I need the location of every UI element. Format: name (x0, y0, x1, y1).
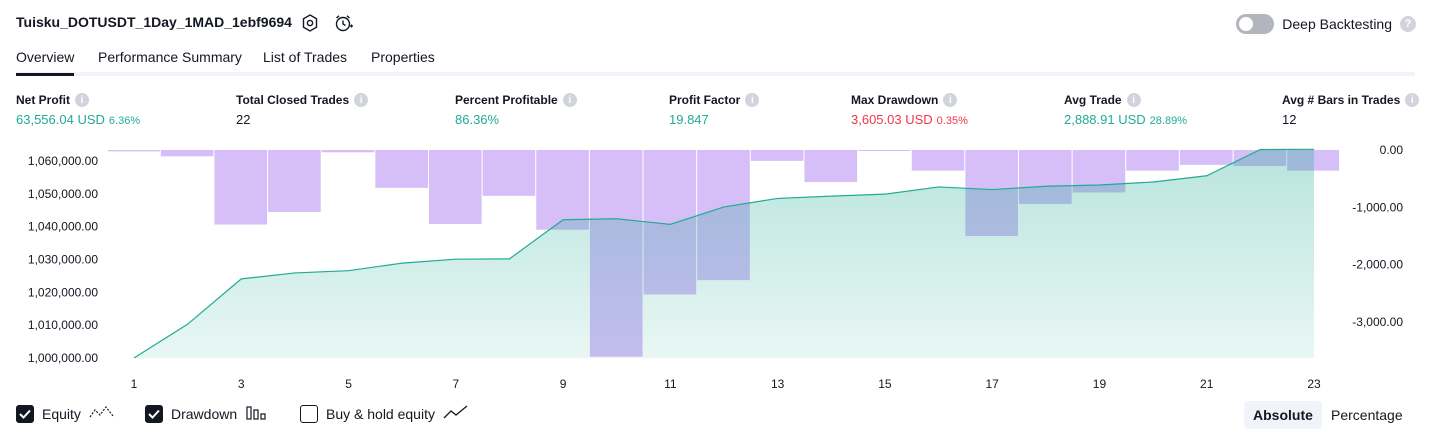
drawdown-bar (108, 150, 160, 152)
left-axis-tick-label: 1,010,000.00 (28, 318, 98, 332)
deep-backtesting-toggle[interactable] (1236, 14, 1275, 34)
drawdown-bars-icon (245, 404, 267, 425)
help-icon[interactable]: ? (1400, 16, 1416, 32)
metric-label: Profit Factor (669, 93, 741, 107)
drawdown-bar (160, 150, 214, 157)
metric-total-closed-trades: Total Closed Trades i 22 (236, 93, 369, 127)
right-axis-tick-label: 0.00 (1380, 143, 1404, 157)
x-axis-tick-label: 5 (345, 377, 352, 391)
deep-backtesting: Deep Backtesting ? (1236, 12, 1416, 36)
drawdown-bar (482, 150, 536, 196)
x-axis-tick-label: 1 (131, 377, 138, 391)
metric-avg-trade: Avg Trade i 2,888.91 USD 28.89% (1064, 93, 1187, 127)
strategy-header: Tuisku_DOTUSDT_1Day_1MAD_1ebf9694 Deep B… (16, 10, 1416, 38)
absolute-button[interactable]: Absolute (1244, 401, 1322, 429)
metric-profit-factor: Profit Factor i 19.847 (669, 93, 760, 127)
metric-percent: 28.89% (1149, 115, 1187, 127)
tab-overview[interactable]: Overview (16, 49, 75, 76)
buy-hold-line-icon (443, 404, 469, 425)
metric-avg-bars-in-trades: Avg # Bars in Trades i 12 (1282, 93, 1420, 127)
metric-percent: 6.36% (108, 115, 141, 127)
x-axis-tick-label: 23 (1307, 377, 1321, 391)
drawdown-bar (536, 150, 589, 230)
metric-value: 19.847 (669, 112, 709, 127)
metric-percent: 0.35% (936, 115, 968, 127)
equity-drawdown-chart: 1,060,000.00 1,050,000.00 1,040,000.00 1,03… (28, 143, 1404, 391)
metric-label: Avg # Bars in Trades (1282, 93, 1401, 107)
info-icon[interactable]: i (1126, 93, 1141, 107)
left-axis-tick-label: 1,050,000.00 (28, 187, 98, 201)
left-axis-tick-label: 1,030,000.00 (28, 253, 98, 267)
buy-hold-label: Buy & hold equity (326, 406, 435, 422)
legend-equity[interactable]: Equity (16, 404, 115, 424)
metric-value: 86.36% (455, 112, 500, 127)
equity-label: Equity (42, 406, 81, 422)
equity-line (133, 148, 1315, 359)
x-axis-tick-label: 9 (560, 377, 567, 391)
x-axis-tick-label: 21 (1200, 377, 1214, 391)
left-axis-tick-label: 1,000,000.00 (28, 351, 98, 365)
settings-icon[interactable] (299, 12, 321, 34)
x-axis-tick-label: 11 (664, 377, 677, 391)
info-icon[interactable]: i (75, 93, 89, 107)
equity-line-icon (89, 404, 115, 425)
metric-value: 2,888.91 USD (1064, 112, 1146, 127)
drawdown-bar (750, 150, 804, 161)
metric-label: Percent Profitable (455, 93, 558, 107)
drawdown-bar (429, 150, 482, 224)
x-axis-tick-label: 7 (452, 377, 459, 391)
equity-area (134, 149, 1314, 358)
metric-value: 22 (236, 112, 251, 127)
tab-performance-summary[interactable]: Performance Summary (98, 49, 242, 65)
legend-drawdown[interactable]: Drawdown (145, 404, 267, 424)
tab-bar: Overview Performance Summary List of Tra… (16, 44, 1415, 76)
metric-label: Total Closed Trades (236, 93, 350, 107)
right-axis-tick-label: -2,000.00 (1352, 258, 1403, 272)
strategy-title: Tuisku_DOTUSDT_1Day_1MAD_1ebf9694 (16, 14, 292, 30)
percentage-button[interactable]: Percentage (1331, 407, 1403, 423)
metric-value: 12 (1282, 112, 1297, 127)
tab-properties[interactable]: Properties (371, 49, 435, 65)
metric-label: Net Profit (16, 93, 70, 107)
drawdown-bar (1126, 150, 1179, 171)
x-axis-tick-label: 17 (986, 377, 1000, 391)
info-icon[interactable]: i (1405, 93, 1420, 107)
left-axis-tick-label: 1,040,000.00 (28, 220, 98, 234)
info-icon[interactable]: i (562, 93, 577, 107)
metric-max-drawdown: Max Drawdown i 3,605.03 USD 0.35% (851, 93, 968, 127)
drawdown-bar (1179, 150, 1233, 165)
metric-net-profit: Net Profit i 63,556.04 USD 6.36% (16, 93, 140, 127)
metric-label: Avg Trade (1064, 93, 1122, 107)
info-icon[interactable]: i (745, 93, 760, 107)
info-icon[interactable]: i (943, 93, 958, 107)
x-axis-tick-label: 19 (1093, 377, 1107, 391)
left-axis-tick-label: 1,020,000.00 (28, 285, 98, 299)
metric-percent-profitable: Percent Profitable i 86.36% (455, 93, 577, 127)
info-icon[interactable]: i (354, 93, 369, 107)
metric-value: 3,605.03 USD (851, 112, 933, 127)
drawdown-checkbox[interactable] (145, 405, 163, 423)
drawdown-bar (214, 150, 268, 225)
x-axis-tick-label: 3 (238, 377, 245, 391)
metric-label: Max Drawdown (851, 93, 939, 107)
drawdown-label: Drawdown (171, 406, 238, 422)
drawdown-bar (268, 150, 321, 212)
drawdown-bar (375, 150, 428, 188)
alert-clock-icon[interactable] (332, 12, 354, 34)
x-axis-tick-label: 15 (878, 377, 892, 391)
drawdown-bar (321, 150, 375, 153)
buy-hold-checkbox[interactable] (300, 405, 318, 423)
equity-checkbox[interactable] (16, 405, 34, 423)
tab-list-of-trades[interactable]: List of Trades (263, 49, 348, 65)
deep-backtesting-label: Deep Backtesting (1282, 16, 1392, 32)
x-axis-tick-label: 13 (771, 377, 785, 391)
drawdown-bar (911, 150, 965, 171)
left-axis-tick-label: 1,060,000.00 (28, 154, 98, 168)
drawdown-bar (804, 150, 858, 183)
right-axis-tick-label: -1,000.00 (1352, 200, 1403, 214)
right-axis-tick-label: -3,000.00 (1352, 315, 1403, 329)
metric-value: 63,556.04 USD (16, 112, 105, 127)
legend-buy-hold[interactable]: Buy & hold equity (300, 404, 469, 424)
drawdown-bar (858, 150, 911, 151)
